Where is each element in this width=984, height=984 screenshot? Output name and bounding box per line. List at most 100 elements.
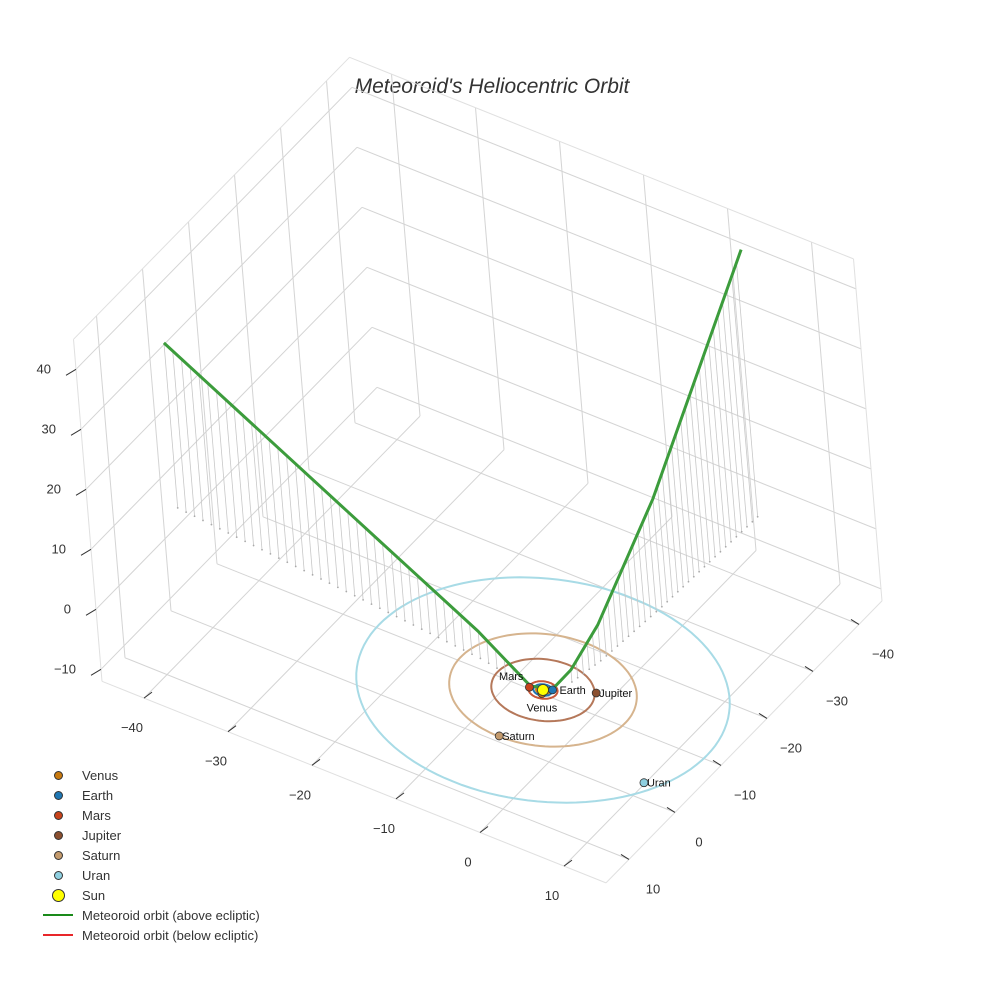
drop-line-foot [692, 575, 695, 578]
z-tick-mark [70, 428, 82, 436]
drop-line-foot [671, 595, 674, 598]
grid-line [234, 174, 264, 517]
drop-line-foot [395, 615, 398, 618]
x-tick-mark [563, 859, 573, 867]
planet-label: Venus [527, 702, 558, 714]
drop-line-foot [437, 636, 440, 639]
axis-edge [101, 680, 607, 884]
drop-line [224, 399, 238, 538]
z-tick-mark [80, 548, 92, 556]
y-tick-mark [620, 853, 630, 860]
drop-line [277, 447, 288, 563]
drop-line [399, 559, 406, 621]
legend-item-mars[interactable]: Mars [38, 805, 260, 825]
drop-line [163, 342, 179, 508]
drop-line-foot [599, 659, 602, 662]
drop-line-foot [420, 628, 423, 631]
y-tick-label: −40 [872, 646, 894, 661]
z-tick-label: −10 [54, 661, 76, 676]
z-tick-label: 40 [37, 361, 51, 376]
drop-line-foot [751, 520, 754, 523]
x-tick-label: 10 [545, 888, 559, 903]
drop-line [647, 510, 657, 612]
drop-line [477, 631, 481, 659]
drop-line [694, 380, 711, 562]
drop-line [586, 642, 590, 670]
drop-line [592, 633, 596, 666]
drop-line-foot [576, 676, 579, 679]
drop-line [198, 375, 212, 525]
planet-label: Saturn [502, 731, 534, 743]
drop-line [233, 407, 246, 542]
red-line-icon [43, 934, 73, 936]
grid-line [142, 268, 172, 611]
drop-line-foot [627, 635, 630, 638]
y-tick-mark [804, 665, 814, 672]
jupiter-marker-icon [53, 830, 63, 840]
grid-line [227, 449, 505, 733]
legend-item-meteoroid-below[interactable]: Meteoroid orbit (below ecliptic) [38, 925, 260, 945]
grid-line [80, 146, 358, 430]
drop-line [382, 543, 389, 613]
drop-line-foot [594, 664, 596, 666]
drop-line-foot [311, 573, 314, 576]
green-line-icon [43, 914, 73, 916]
x-tick-label: −20 [289, 787, 311, 802]
drop-line-foot [193, 515, 196, 518]
drop-line-foot [582, 672, 585, 675]
drop-line-foot [277, 557, 280, 559]
grid-line [95, 326, 373, 610]
y-tick-mark [758, 712, 768, 719]
grid-line [262, 516, 768, 719]
drop-line [607, 601, 613, 652]
orbit-saturn [448, 632, 638, 748]
drop-line-foot [202, 519, 204, 522]
drop-line-foot [622, 640, 624, 643]
legend-item-jupiter[interactable]: Jupiter [38, 825, 260, 845]
legend-item-sun[interactable]: Sun [38, 885, 260, 905]
drop-line [632, 544, 641, 627]
planet-label: Earth [559, 685, 585, 697]
legend-label: Jupiter [82, 827, 122, 843]
drop-line-foot [571, 681, 573, 683]
drop-line-foot [336, 586, 339, 589]
grid-line [354, 422, 860, 625]
drop-line-foot [176, 507, 179, 509]
x-tick-mark [479, 826, 489, 833]
y-tick-mark [712, 759, 722, 766]
venus-marker-icon [53, 770, 63, 780]
drop-line [726, 288, 748, 527]
legend-item-earth[interactable]: Earth [38, 785, 260, 805]
y-tick-label: 0 [695, 834, 702, 849]
axis-edge [605, 600, 883, 884]
drop-line-foot [687, 580, 690, 583]
drop-line [286, 455, 297, 567]
drop-line-foot [740, 530, 743, 533]
grid-line [311, 482, 589, 766]
axis-edge [853, 258, 883, 601]
drop-line [581, 651, 584, 674]
sun-marker [537, 684, 549, 696]
grid-line [90, 266, 368, 550]
drop-line-foot [462, 649, 465, 651]
drop-line-foot [730, 540, 732, 543]
drop-line-foot [638, 625, 641, 628]
legend-item-venus[interactable]: Venus [38, 765, 260, 785]
drop-line-foot [724, 545, 727, 548]
drop-line [172, 350, 187, 513]
drop-line-foot [644, 620, 647, 623]
drop-line [612, 590, 618, 647]
drop-line-foot [605, 654, 608, 657]
grid-line [96, 315, 126, 658]
drop-line-foot [479, 657, 482, 660]
z-tick-label: 20 [47, 481, 61, 496]
drop-line-foot [269, 553, 272, 555]
drop-line [408, 567, 414, 626]
drop-line [189, 366, 204, 521]
drop-line [460, 615, 465, 651]
drop-line [312, 479, 322, 580]
legend-item-meteoroid-above[interactable]: Meteoroid orbit (above ecliptic) [38, 905, 260, 925]
legend-item-uran[interactable]: Uran [38, 865, 260, 885]
legend-item-saturn[interactable]: Saturn [38, 845, 260, 865]
